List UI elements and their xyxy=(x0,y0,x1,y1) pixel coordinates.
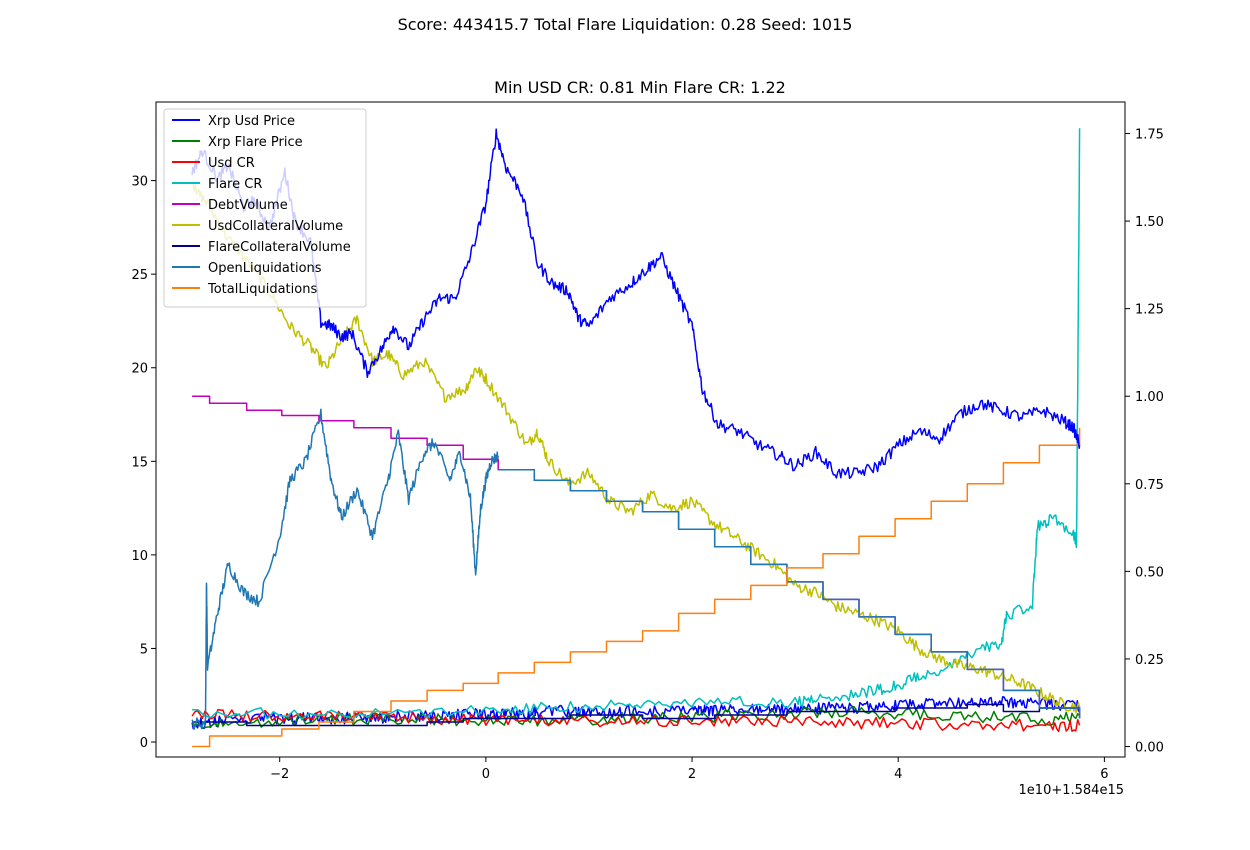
series-layer xyxy=(191,128,1081,748)
y-right-tick-label: 0.75 xyxy=(1135,478,1164,493)
legend: Xrp Usd Price Xrp Flare Price Usd CR Flare … xyxy=(163,108,367,308)
y-left-tick-label: 10 xyxy=(131,549,148,564)
axes-title: Min USD CR: 0.81 Min Flare CR: 1.22 xyxy=(494,78,786,97)
y-right-tick-label: 0.25 xyxy=(1135,653,1164,668)
y-left-tick-label: 5 xyxy=(140,642,148,657)
series-line-usd-cr xyxy=(191,708,1081,733)
series-line-flarecollateralvolume xyxy=(192,703,1080,727)
legend-box xyxy=(163,108,367,308)
y-right-tick-label: 0.50 xyxy=(1135,565,1164,580)
x-tick-label: 6 xyxy=(1100,767,1108,782)
y-right-tick-label: 1.50 xyxy=(1135,215,1164,230)
x-offset-label: 1e10+1.584e15 xyxy=(1019,783,1124,798)
legend-label: OpenLiquidations xyxy=(208,261,322,276)
y-right-tick-label: 1.75 xyxy=(1135,128,1164,143)
legend-label: Flare CR xyxy=(208,177,262,192)
x-tick-label: 2 xyxy=(688,767,696,782)
series-line-flare-cr xyxy=(192,128,1081,720)
y-right-tick-label: 1.00 xyxy=(1135,390,1164,405)
legend-label: TotalLiquidations xyxy=(207,282,317,297)
ticks-layer: −2 0 2 4 6 0 5 10 15 20 25 30 0.00 0.25 0.50 0.75 1.00 1.… xyxy=(131,128,1164,782)
y-left-tick-label: 15 xyxy=(131,455,148,470)
series-line-openliquidations xyxy=(191,408,499,730)
legend-label: Xrp Usd Price xyxy=(208,114,295,129)
y-left-tick-label: 25 xyxy=(131,268,148,283)
legend-label: UsdCollateralVolume xyxy=(208,219,343,234)
legend-label: Xrp Flare Price xyxy=(208,135,303,150)
legend-label: DebtVolume xyxy=(208,198,288,213)
x-tick-label: −2 xyxy=(270,767,289,782)
y-left-tick-label: 30 xyxy=(131,175,148,190)
y-right-tick-label: 1.25 xyxy=(1135,303,1164,318)
figure-suptitle: Score: 443415.7 Total Flare Liquidation:… xyxy=(398,15,853,34)
legend-label: FlareCollateralVolume xyxy=(208,240,351,255)
legend-label: Usd CR xyxy=(208,156,255,171)
plot-frame xyxy=(155,101,1126,758)
y-left-tick-label: 20 xyxy=(131,362,148,377)
x-tick-label: 4 xyxy=(894,767,902,782)
x-tick-label: 0 xyxy=(482,767,490,782)
series-line-totalliquidations xyxy=(192,427,1081,748)
y-left-tick-label: 0 xyxy=(140,736,148,751)
y-right-tick-label: 0.00 xyxy=(1135,740,1164,755)
